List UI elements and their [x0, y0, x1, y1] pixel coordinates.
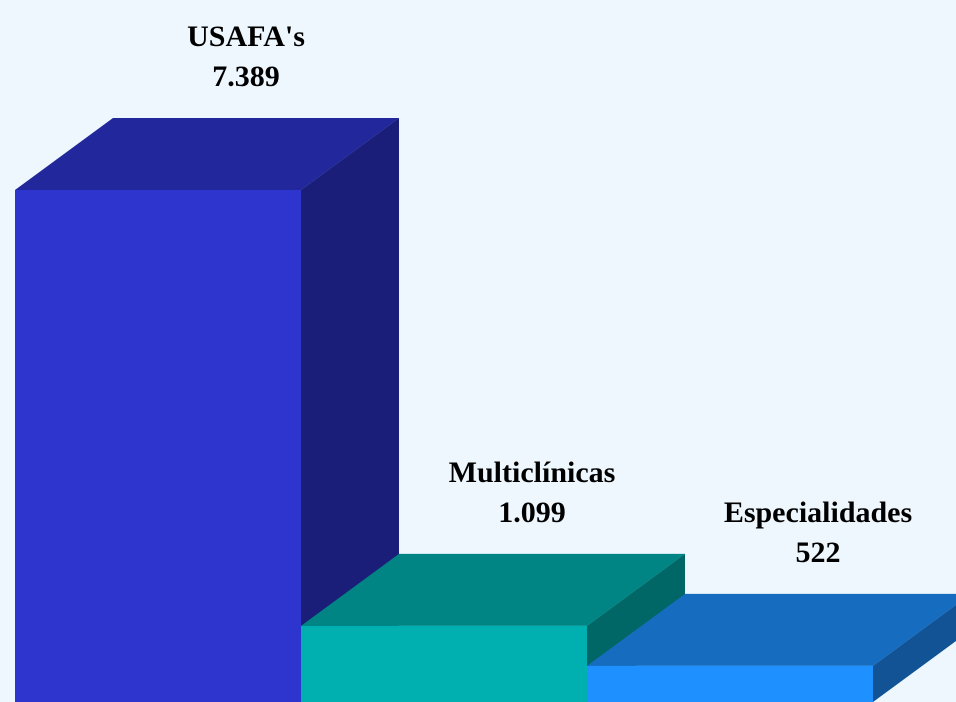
bar-top	[15, 118, 399, 190]
bar-side	[873, 604, 956, 702]
bar	[301, 625, 587, 702]
category-label: Multiclínicas	[449, 456, 616, 489]
bar-top-shade	[587, 593, 956, 666]
bar	[587, 665, 873, 702]
value-label: 522	[796, 536, 841, 569]
category-label: Especialidades	[724, 496, 912, 529]
bar	[15, 190, 301, 702]
bar-side-shade	[301, 118, 399, 702]
value-label: 7.389	[212, 60, 280, 93]
bar-side	[301, 118, 399, 702]
bar-top-shade	[301, 553, 685, 626]
bar-side-shade	[873, 604, 956, 702]
bar-top-shade	[15, 118, 399, 190]
bar-top	[587, 593, 956, 666]
bar-top	[301, 553, 685, 626]
value-label: 1.099	[498, 496, 566, 529]
category-label: USAFA's	[187, 20, 305, 53]
